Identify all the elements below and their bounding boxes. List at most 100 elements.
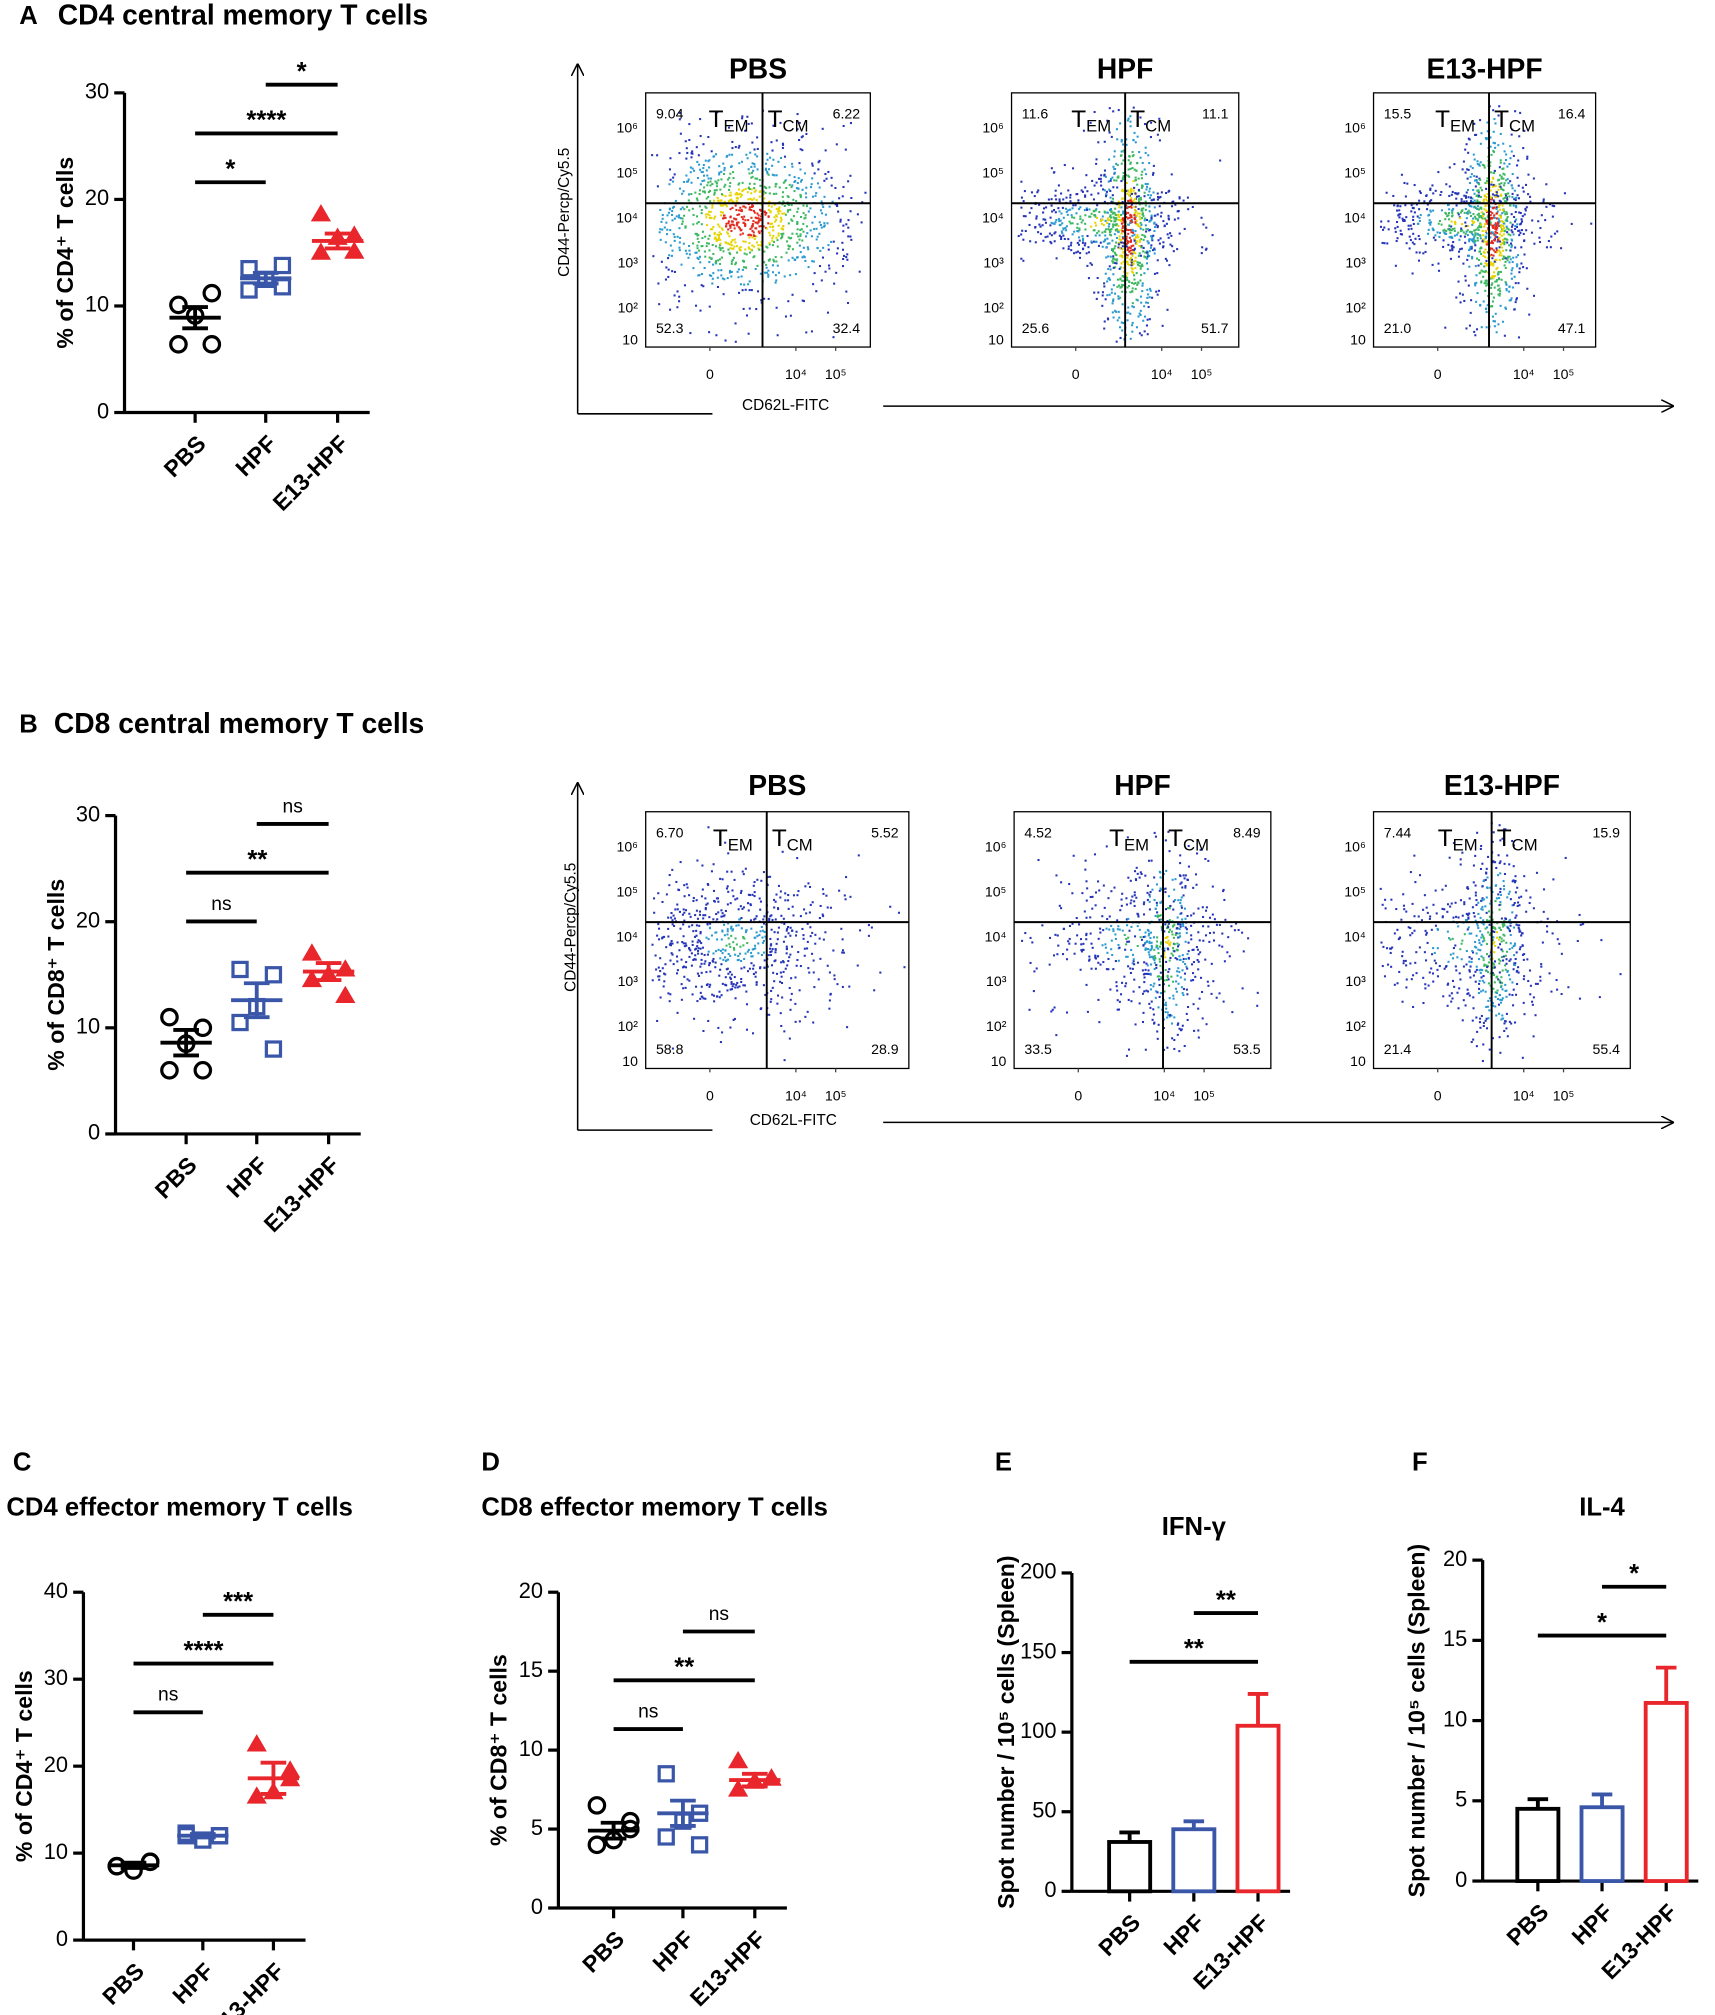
event-dot bbox=[1503, 162, 1506, 165]
event-dot bbox=[758, 178, 761, 181]
event-dot bbox=[729, 181, 732, 185]
event-dot bbox=[718, 225, 721, 228]
event-dot bbox=[732, 177, 735, 180]
event-dot bbox=[698, 940, 702, 943]
event-dot bbox=[713, 1000, 716, 1003]
event-dot bbox=[679, 927, 682, 930]
event-dot bbox=[1445, 183, 1448, 186]
event-dot bbox=[707, 950, 710, 953]
event-dot bbox=[1144, 182, 1147, 186]
event-dot bbox=[1052, 222, 1055, 225]
event-dot bbox=[708, 189, 712, 192]
event-dot bbox=[806, 947, 809, 950]
event-dot bbox=[1498, 233, 1501, 236]
event-dot bbox=[730, 973, 733, 976]
event-dot bbox=[1473, 221, 1476, 224]
event-dot bbox=[1062, 234, 1065, 237]
event-dot bbox=[802, 300, 805, 303]
event-dot bbox=[1090, 212, 1093, 215]
event-dot bbox=[1113, 886, 1116, 889]
event-dot bbox=[1463, 235, 1466, 238]
event-dot bbox=[1138, 244, 1141, 248]
event-dot bbox=[1112, 200, 1115, 203]
event-dot bbox=[1199, 848, 1202, 851]
event-dot bbox=[696, 859, 699, 862]
event-dot bbox=[769, 225, 772, 228]
plot-frame bbox=[1372, 92, 1597, 348]
event-dot bbox=[671, 953, 674, 956]
event-dot bbox=[669, 993, 672, 996]
event-dot bbox=[1064, 227, 1067, 230]
event-dot bbox=[1069, 244, 1073, 247]
event-dot bbox=[1479, 867, 1483, 871]
event-dot bbox=[1169, 956, 1172, 959]
event-dot bbox=[746, 970, 750, 973]
event-dot bbox=[797, 207, 800, 210]
event-dot bbox=[1473, 206, 1476, 209]
event-dot bbox=[1080, 221, 1083, 224]
event-dot bbox=[1492, 177, 1495, 180]
event-dot bbox=[742, 188, 745, 191]
event-dot bbox=[1146, 891, 1149, 894]
event-dot bbox=[1115, 310, 1118, 313]
event-dot bbox=[1129, 252, 1132, 255]
event-dot bbox=[1155, 963, 1158, 967]
event-dot bbox=[1508, 195, 1511, 198]
event-dot bbox=[781, 212, 784, 215]
event-dot bbox=[1497, 222, 1500, 225]
event-dot bbox=[1501, 320, 1504, 323]
event-dot bbox=[705, 936, 708, 939]
event-dot bbox=[1506, 198, 1509, 201]
event-dot bbox=[1132, 960, 1135, 963]
event-dot bbox=[861, 201, 864, 204]
event-dot bbox=[1121, 197, 1124, 200]
event-dot bbox=[1482, 923, 1485, 926]
event-dot bbox=[679, 132, 682, 135]
event-dot bbox=[701, 864, 704, 867]
event-dot bbox=[1485, 259, 1488, 262]
event-dot bbox=[1474, 282, 1477, 285]
event-dot bbox=[1499, 251, 1502, 254]
event-dot bbox=[791, 945, 794, 948]
event-dot bbox=[1486, 193, 1489, 196]
event-dot bbox=[1070, 249, 1073, 252]
event-dot bbox=[736, 197, 740, 200]
event-dot bbox=[817, 978, 820, 981]
event-dot bbox=[771, 164, 774, 167]
event-dot bbox=[679, 861, 682, 864]
event-dot bbox=[1428, 971, 1431, 974]
event-dot bbox=[1071, 222, 1074, 225]
event-dot bbox=[734, 997, 737, 1000]
event-dot bbox=[1494, 280, 1497, 283]
event-dot bbox=[1130, 190, 1133, 193]
event-dot bbox=[1509, 249, 1512, 252]
event-dot bbox=[1144, 146, 1147, 149]
event-dot bbox=[687, 193, 690, 196]
event-dot bbox=[1485, 867, 1488, 870]
event-dot bbox=[768, 186, 771, 189]
event-dot bbox=[688, 244, 691, 248]
event-dot bbox=[1127, 174, 1130, 177]
event-dot bbox=[1499, 290, 1502, 293]
event-dot bbox=[1112, 930, 1115, 933]
event-dot bbox=[1484, 217, 1487, 220]
event-dot bbox=[1102, 240, 1105, 243]
event-dot bbox=[1106, 242, 1109, 245]
event-dot bbox=[1163, 979, 1166, 982]
event-dot bbox=[771, 226, 774, 229]
event-dot bbox=[1144, 236, 1147, 239]
event-dot bbox=[1158, 978, 1161, 981]
event-dot bbox=[771, 239, 774, 242]
event-dot bbox=[1068, 942, 1071, 945]
x-tick-label: E13-HPF bbox=[259, 1152, 345, 1238]
event-dot bbox=[730, 870, 733, 873]
event-dot bbox=[1387, 220, 1390, 223]
event-dot bbox=[684, 249, 687, 252]
event-dot bbox=[1484, 289, 1487, 292]
event-dot bbox=[761, 936, 764, 939]
event-dot bbox=[727, 248, 730, 251]
event-dot bbox=[1590, 222, 1593, 225]
event-dot bbox=[1142, 319, 1145, 322]
event-dot bbox=[1121, 219, 1124, 222]
event-dot bbox=[1493, 200, 1496, 203]
